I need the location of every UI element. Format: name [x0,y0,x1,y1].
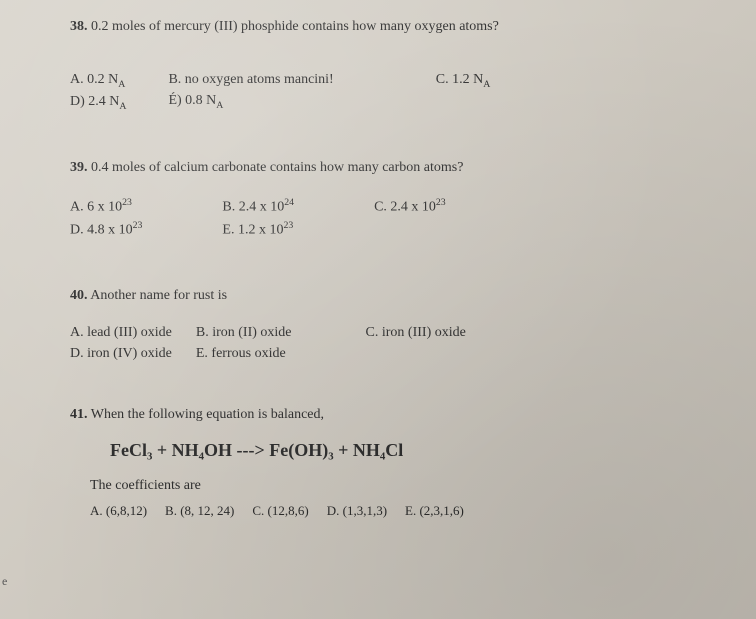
q38-number: 38. [70,19,88,34]
q41-opt-a: A. (6,8,12) [90,502,147,520]
q40-opt-c: C. iron (III) oxide [366,324,466,343]
q39-opt-a: A. 6 x 1023 [70,196,142,218]
question-39-block: 39. 0.4 moles of calcium carbonate conta… [70,159,716,241]
q40-col2: B. iron (II) oxide E. ferrous oxide [196,324,292,364]
q39-col3: C. 2.4 x 1023 [374,196,446,241]
q38-opt-d: D) 2.4 NA [70,93,126,113]
question-40-text: 40. Another name for rust is [70,287,716,306]
q39-opt-e: E. 1.2 x 1023 [222,219,294,241]
q41-opt-d: D. (1,3,1,3) [327,502,387,520]
q40-number: 40. [70,288,88,303]
question-41-block: 41. When the following equation is balan… [70,406,716,520]
question-40-block: 40. Another name for rust is A. lead (II… [70,287,716,364]
q40-opt-d: D. iron (IV) oxide [70,345,172,364]
question-38-block: 38. 0.2 moles of mercury (III) phosphide… [70,18,716,113]
q40-opt-b: B. iron (II) oxide [196,324,292,343]
q40-opt-e: E. ferrous oxide [196,345,292,364]
q40-col3: C. iron (III) oxide [366,324,466,364]
q39-col2: B. 2.4 x 1024 E. 1.2 x 1023 [222,196,294,241]
q41-prompt: When the following equation is balanced, [91,407,324,422]
q38-opt-b: B. no oxygen atoms mancini! [168,71,333,90]
page-edge-letter: e [2,573,7,589]
q38-prompt: 0.2 moles of mercury (III) phosphide con… [91,19,499,34]
q41-options: A. (6,8,12) B. (8, 12, 24) C. (12,8,6) D… [90,502,716,520]
q40-prompt: Another name for rust is [90,288,227,303]
q40-opt-a: A. lead (III) oxide [70,324,172,343]
q39-options: A. 6 x 1023 D. 4.8 x 1023 B. 2.4 x 1024 … [70,196,716,241]
q38-col2: B. no oxygen atoms mancini! É) 0.8 NA [168,71,333,112]
q41-opt-e: E. (2,3,1,6) [405,502,464,520]
q38-col1: A. 0.2 NA D) 2.4 NA [70,71,126,113]
q38-options: A. 0.2 NA D) 2.4 NA B. no oxygen atoms m… [70,71,716,113]
worksheet-page: 38. 0.2 moles of mercury (III) phosphide… [0,0,756,619]
q41-opt-c: C. (12,8,6) [252,502,308,520]
question-38-text: 38. 0.2 moles of mercury (III) phosphide… [70,18,716,37]
q39-opt-b: B. 2.4 x 1024 [222,196,294,218]
q38-col3: C. 1.2 NA [436,71,491,91]
q41-coeff-label: The coefficients are [90,477,716,496]
q41-number: 41. [70,407,88,422]
q39-prompt: 0.4 moles of calcium carbonate contains … [91,160,463,175]
q40-options: A. lead (III) oxide D. iron (IV) oxide B… [70,324,716,364]
q39-opt-d: D. 4.8 x 1023 [70,219,142,241]
question-39-text: 39. 0.4 moles of calcium carbonate conta… [70,159,716,178]
q39-col1: A. 6 x 1023 D. 4.8 x 1023 [70,196,142,241]
q41-opt-b: B. (8, 12, 24) [165,502,234,520]
q39-opt-c: C. 2.4 x 1023 [374,196,446,218]
q38-opt-a: A. 0.2 NA [70,71,126,91]
q39-number: 39. [70,160,88,175]
q41-equation: FeCl₃ + NH₄OH ---> Fe(OH)₃ + NH₄Cl [110,438,716,462]
q38-opt-c: C. 1.2 NA [436,71,491,91]
q40-col1: A. lead (III) oxide D. iron (IV) oxide [70,324,172,364]
question-41-text: 41. When the following equation is balan… [70,406,716,425]
q38-opt-e: É) 0.8 NA [168,92,333,112]
